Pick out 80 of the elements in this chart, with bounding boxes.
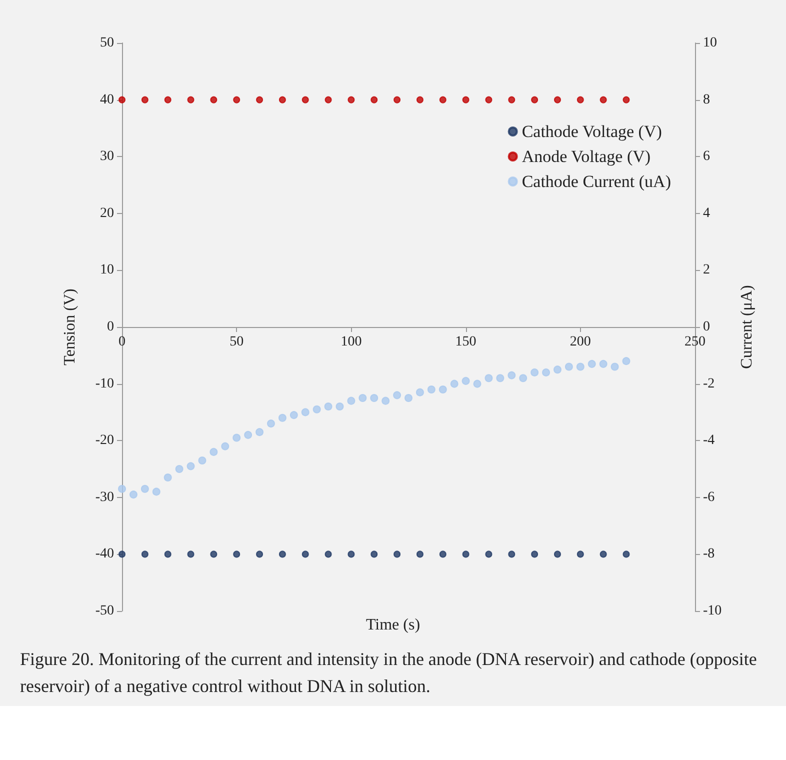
point bbox=[140, 484, 149, 493]
y-tick-label: 40 bbox=[100, 92, 114, 108]
point bbox=[393, 391, 402, 400]
y-axis-title: Tension (V) bbox=[62, 288, 78, 366]
point bbox=[347, 396, 356, 405]
point bbox=[564, 362, 573, 371]
point bbox=[324, 402, 332, 411]
y-tick-label: 20 bbox=[100, 206, 114, 221]
y-tick-label: -50 bbox=[95, 604, 114, 618]
legend-label: Cathode Voltage (V) bbox=[522, 122, 662, 141]
y2-tick-label: 0 bbox=[703, 320, 710, 334]
point bbox=[266, 420, 275, 428]
point bbox=[232, 434, 241, 442]
point bbox=[484, 374, 493, 382]
y-tick-label: 50 bbox=[100, 36, 114, 50]
point bbox=[610, 362, 619, 371]
point bbox=[588, 360, 596, 368]
x-tick-label: 200 bbox=[570, 334, 591, 350]
y2-tick-label: 4 bbox=[703, 206, 710, 221]
y-tick-label: 0 bbox=[107, 320, 114, 334]
point bbox=[519, 374, 528, 382]
legend-label: Anode Voltage (V) bbox=[522, 147, 651, 166]
point bbox=[530, 368, 539, 376]
point bbox=[404, 394, 412, 402]
x-axis-title: Time (s) bbox=[366, 616, 420, 634]
point bbox=[599, 360, 608, 368]
point bbox=[416, 388, 424, 396]
x-tick-label: 150 bbox=[455, 334, 476, 350]
point bbox=[576, 362, 584, 371]
y2-tick-label: -2 bbox=[703, 376, 715, 392]
point bbox=[301, 408, 310, 416]
point bbox=[382, 396, 390, 405]
point bbox=[622, 357, 630, 366]
point bbox=[221, 442, 230, 450]
point bbox=[186, 462, 195, 470]
point bbox=[450, 380, 458, 388]
legend-label: Cathode Current (uA) bbox=[522, 172, 672, 191]
x-tick-label: 50 bbox=[230, 334, 244, 350]
y-tick-label: -40 bbox=[95, 546, 114, 562]
point bbox=[175, 465, 184, 473]
point bbox=[462, 376, 470, 385]
y2-tick-label: -6 bbox=[703, 490, 715, 505]
y2-axis-title: Current (μA) bbox=[738, 285, 756, 369]
point bbox=[198, 456, 206, 464]
y2-tick-label: 6 bbox=[703, 149, 710, 164]
point bbox=[508, 371, 516, 380]
point bbox=[210, 448, 218, 456]
point bbox=[553, 366, 562, 374]
y2-tick-label: 2 bbox=[703, 262, 710, 278]
point bbox=[496, 374, 504, 382]
point bbox=[290, 411, 298, 420]
y2-tick-label: 10 bbox=[703, 36, 717, 50]
point bbox=[164, 474, 172, 482]
x-tick-label: 100 bbox=[340, 334, 362, 350]
y2-tick-label: -4 bbox=[703, 433, 715, 448]
point bbox=[118, 484, 126, 493]
point bbox=[336, 402, 344, 411]
point bbox=[152, 488, 160, 496]
point bbox=[358, 394, 367, 402]
point bbox=[278, 414, 286, 422]
y2-tick-label: -10 bbox=[703, 604, 722, 618]
point bbox=[542, 368, 550, 376]
point bbox=[438, 385, 447, 394]
point bbox=[244, 430, 252, 439]
point bbox=[256, 428, 264, 436]
y-tick-label: 30 bbox=[100, 149, 114, 164]
point bbox=[473, 380, 482, 388]
point bbox=[312, 405, 321, 414]
y-tick-label: -20 bbox=[95, 433, 114, 448]
y-tick-label: -30 bbox=[95, 490, 114, 505]
y-tick-label: -10 bbox=[95, 376, 114, 392]
point bbox=[427, 385, 436, 394]
point bbox=[129, 490, 138, 499]
point bbox=[370, 394, 378, 402]
x-tick-label: 0 bbox=[118, 334, 126, 350]
y2-tick-label: -8 bbox=[703, 546, 715, 562]
x-tick-label: 250 bbox=[684, 334, 706, 350]
caption: Figure 20. Monitoring of the current and intensity in the anode (DNA reservoir) and cathode (opposite reservoir) of a negative control without DNA in solution. bbox=[20, 648, 758, 698]
y2-tick-label: 8 bbox=[703, 92, 710, 108]
y-tick-label: 10 bbox=[100, 262, 114, 278]
